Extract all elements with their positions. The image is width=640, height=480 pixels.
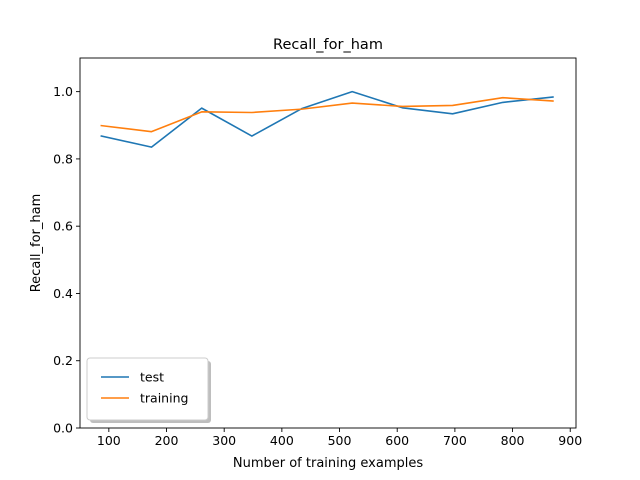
y-tick-label: 0.6 bbox=[53, 219, 73, 234]
y-tick-label: 0.2 bbox=[53, 353, 73, 368]
x-tick-label: 800 bbox=[501, 433, 525, 448]
series-layer bbox=[100, 90, 554, 148]
axes-layer: 100 200 300 400 500 600 700 800 900 0.0 0.2 0.4 0.6 0… bbox=[53, 57, 582, 448]
legend-label-test: test bbox=[140, 370, 164, 385]
axes-frame bbox=[79, 57, 577, 429]
x-tick-label: 900 bbox=[558, 433, 582, 448]
x-tick-label: 700 bbox=[443, 433, 467, 448]
y-tick-label: 1.0 bbox=[53, 84, 73, 99]
y-tick-label: 0.4 bbox=[53, 286, 73, 301]
x-axis-label: Number of training examples bbox=[233, 456, 423, 471]
x-tick-label: 100 bbox=[97, 433, 121, 448]
x-tick-label: 500 bbox=[328, 433, 352, 448]
x-tick-label: 600 bbox=[385, 433, 409, 448]
series-line-training bbox=[100, 96, 554, 133]
legend-box bbox=[86, 357, 209, 421]
y-tick-label: 0.0 bbox=[53, 421, 73, 436]
y-tick-label: 0.8 bbox=[53, 151, 73, 166]
x-tick-label: 300 bbox=[212, 433, 236, 448]
y-axis-label: Recall_for_ham bbox=[29, 194, 44, 293]
legend-label-training: training bbox=[140, 391, 188, 406]
series-line-test bbox=[100, 90, 554, 148]
legend: test training bbox=[86, 357, 211, 423]
chart-title: Recall_for_ham bbox=[273, 37, 383, 53]
x-tick-label: 400 bbox=[270, 433, 294, 448]
x-tick-label: 200 bbox=[155, 433, 179, 448]
